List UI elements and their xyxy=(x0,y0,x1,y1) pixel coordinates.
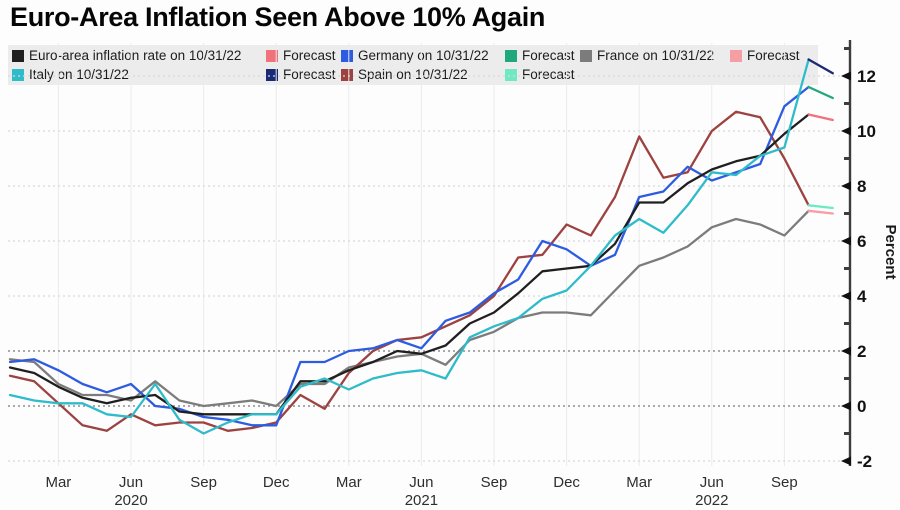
legend-swatch-icon xyxy=(341,68,353,81)
svg-text:Dec: Dec xyxy=(263,474,290,491)
legend-label: France on 10/31/22 xyxy=(597,48,715,63)
legend-label: Spain on 10/31/22 xyxy=(358,67,468,82)
svg-text:Mar: Mar xyxy=(45,474,71,491)
legend-label: Germany on 10/31/22 xyxy=(358,48,489,63)
svg-text:Dec: Dec xyxy=(553,474,580,491)
svg-text:2: 2 xyxy=(857,342,866,361)
svg-text:4: 4 xyxy=(857,287,867,306)
svg-text:2020: 2020 xyxy=(114,492,147,509)
legend-item-forecast: Forecast xyxy=(266,66,341,83)
svg-text:Mar: Mar xyxy=(336,474,362,491)
legend-swatch-icon xyxy=(266,49,278,62)
svg-text:6: 6 xyxy=(857,232,866,251)
legend-item-series: France on 10/31/22 xyxy=(580,47,730,64)
legend-item-series: Spain on 10/31/22 xyxy=(341,66,505,83)
svg-text:-2: -2 xyxy=(857,452,872,471)
svg-text:Sep: Sep xyxy=(481,474,508,491)
legend-label: Italy on 10/31/22 xyxy=(29,67,129,82)
legend-swatch-icon xyxy=(12,49,24,62)
svg-text:Sep: Sep xyxy=(190,474,217,491)
legend-swatch-icon xyxy=(730,49,742,62)
svg-text:Mar: Mar xyxy=(626,474,652,491)
svg-text:8: 8 xyxy=(857,177,866,196)
chart-legend: Euro-area inflation rate on 10/31/22 Fore… xyxy=(8,45,818,85)
legend-swatch-icon xyxy=(341,49,353,62)
legend-item-series: Euro-area inflation rate on 10/31/22 xyxy=(12,47,266,64)
legend-item-forecast: Forecast xyxy=(505,66,580,83)
legend-item-forecast: Forecast xyxy=(266,47,341,64)
legend-label: Forecast xyxy=(283,48,336,63)
legend-label: Euro-area inflation rate on 10/31/22 xyxy=(29,48,242,63)
svg-text:2022: 2022 xyxy=(695,492,728,509)
legend-label: Forecast xyxy=(522,67,575,82)
svg-text:2021: 2021 xyxy=(405,492,438,509)
legend-swatch-icon xyxy=(266,68,278,81)
svg-text:Percent: Percent xyxy=(882,224,899,279)
legend-item-forecast: Forecast xyxy=(730,47,818,64)
legend-item-series: Italy on 10/31/22 xyxy=(12,66,266,83)
legend-label: Forecast xyxy=(522,48,575,63)
svg-text:12: 12 xyxy=(857,67,876,86)
legend-swatch-icon xyxy=(12,68,24,81)
chart-title: Euro-Area Inflation Seen Above 10% Again xyxy=(10,2,546,32)
legend-swatch-icon xyxy=(505,68,517,81)
legend-item-series: Germany on 10/31/22 xyxy=(341,47,505,64)
legend-label: Forecast xyxy=(283,67,336,82)
svg-text:10: 10 xyxy=(857,122,876,141)
svg-text:Jun: Jun xyxy=(119,474,143,491)
legend-swatch-icon xyxy=(505,49,517,62)
legend-label: Forecast xyxy=(747,48,800,63)
svg-text:0: 0 xyxy=(857,397,866,416)
svg-text:Jun: Jun xyxy=(700,474,724,491)
legend-swatch-icon xyxy=(580,49,592,62)
legend-item-forecast: Forecast xyxy=(505,47,580,64)
svg-text:Jun: Jun xyxy=(409,474,433,491)
svg-text:Sep: Sep xyxy=(771,474,798,491)
